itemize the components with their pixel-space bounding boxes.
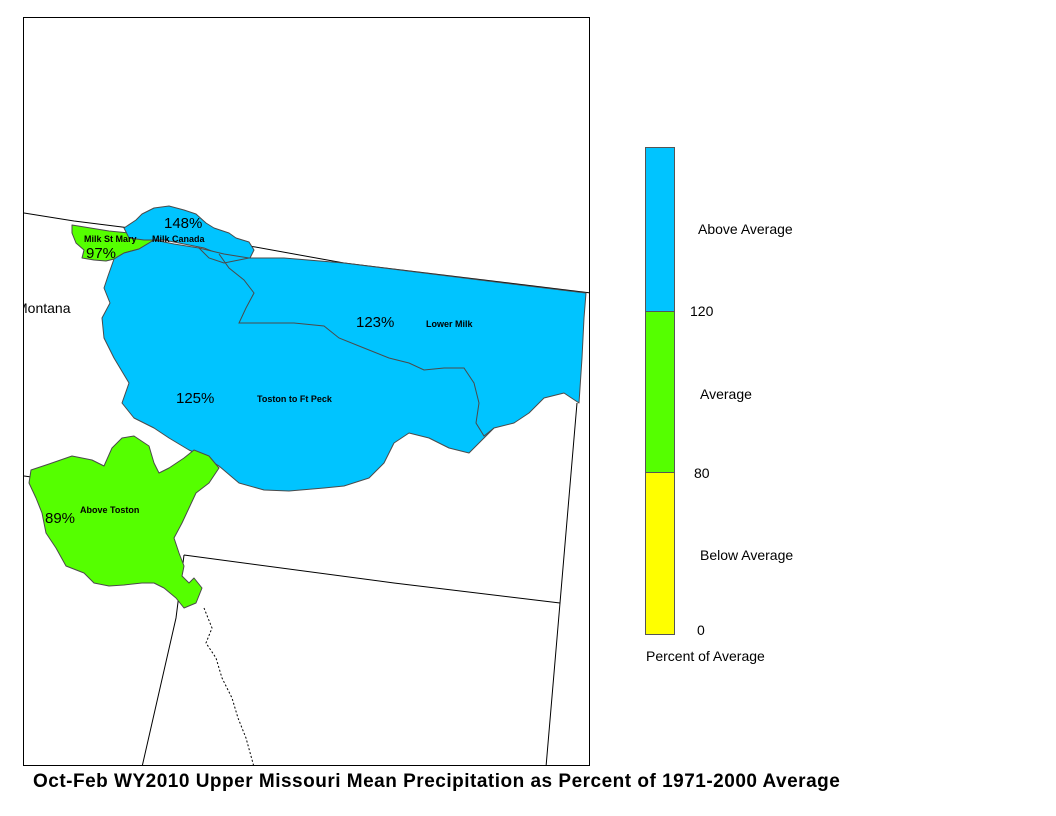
basin-toston-to-ft-peck	[101, 239, 587, 492]
river-line	[203, 607, 254, 765]
basin-name-milk-canada: Milk Canada	[152, 234, 206, 244]
map-title: Oct-Feb WY2010 Upper Missouri Mean Preci…	[33, 771, 841, 792]
basin-above-toston	[28, 435, 220, 609]
basin-percent-above-toston: 89%	[45, 510, 75, 527]
basin-percent-toston-ft-peck: 125%	[176, 390, 214, 407]
basin-name-above-toston: Above Toston	[80, 505, 139, 515]
legend-tick-120: 120	[690, 303, 714, 319]
legend-title: Percent of Average	[646, 648, 765, 664]
map-canvas: 148% 97% 123% 125% 89% Milk Canada Milk …	[24, 205, 589, 765]
basin-name-lower-milk: Lower Milk	[426, 319, 474, 329]
basin-percent-lower-milk: 123%	[356, 314, 394, 331]
basin-percent-milk-st-mary: 97%	[86, 245, 116, 262]
basin-name-toston-ft-peck: Toston to Ft Peck	[257, 394, 333, 404]
legend-label-above-average: Above Average	[698, 221, 793, 237]
legend-label-below-average: Below Average	[700, 547, 794, 563]
basin-milk-canada	[123, 205, 255, 259]
legend-swatch-average	[646, 311, 674, 473]
basin-name-milk-st-mary: Milk St Mary	[84, 234, 137, 244]
state-boundary-dakota	[545, 402, 578, 765]
basin-percent-milk-canada: 148%	[164, 215, 202, 232]
legend-tick-0: 0	[697, 622, 705, 638]
basin-divide-lower-milk	[218, 253, 495, 437]
legend-tick-80: 80	[694, 465, 710, 481]
state-label-montana: Montana	[24, 300, 71, 316]
legend-label-average: Average	[700, 386, 752, 402]
legend-color-bar	[645, 147, 675, 635]
legend-swatch-below-average	[646, 473, 674, 634]
map-frame: 148% 97% 123% 125% 89% Milk Canada Milk …	[23, 17, 590, 766]
legend-swatch-above-average	[646, 148, 674, 311]
basin-divide-upper-milk	[198, 247, 250, 264]
